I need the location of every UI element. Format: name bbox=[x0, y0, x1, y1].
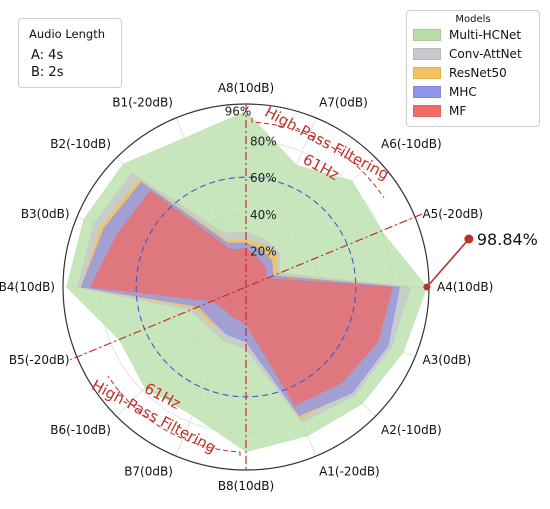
peak-value-label: 98.84% bbox=[477, 230, 538, 249]
overlay-layer: 98.84% bbox=[62, 103, 538, 471]
category-label-a6-10db: A6(-10dB) bbox=[381, 137, 442, 151]
category-label-b3-0db: B3(0dB) bbox=[21, 207, 70, 221]
legend-item-resnet50: ResNet50 bbox=[413, 63, 539, 82]
audio-length-title: Audio Length bbox=[29, 27, 106, 41]
hpf-top-bracket bbox=[251, 118, 385, 199]
category-label-b7-0db: B7(0dB) bbox=[124, 464, 173, 478]
category-label-b6-10db: B6(-10dB) bbox=[50, 423, 111, 437]
legend-swatch bbox=[413, 85, 441, 98]
legend-item-multi-hcnet: Multi-HCNet bbox=[413, 25, 539, 44]
category-label-a3-0db: A3(0dB) bbox=[422, 353, 471, 367]
legend-item-mf: MF bbox=[413, 101, 539, 120]
hpf-bottom-bracket bbox=[107, 375, 241, 456]
legend-label: Multi-HCNet bbox=[449, 27, 522, 42]
legend-title: Models bbox=[455, 14, 491, 25]
category-label-a7-0db: A7(0dB) bbox=[319, 96, 368, 110]
legend-label: Conv-AttNet bbox=[449, 46, 522, 61]
legend-swatch bbox=[413, 66, 441, 79]
legend-label: MHC bbox=[449, 84, 477, 99]
audio-length-box: Audio Length A: 4s B: 2s bbox=[18, 18, 122, 88]
category-label-a1-20db: A1(-20dB) bbox=[319, 464, 380, 478]
radial-tick-label: 40% bbox=[250, 208, 277, 222]
category-label-a2-10db: A2(-10dB) bbox=[381, 423, 442, 437]
radial-tick-label: 96% bbox=[225, 104, 252, 118]
category-label-b2-10db: B2(-10dB) bbox=[50, 137, 111, 151]
legend-label: ResNet50 bbox=[449, 65, 507, 80]
peak-point bbox=[423, 283, 431, 291]
category-label-a5-20db: A5(-20dB) bbox=[422, 207, 483, 221]
category-label-b5-20db: B5(-20dB) bbox=[9, 353, 70, 367]
legend: Models Multi-HCNet Conv-AttNet ResNet50 … bbox=[406, 10, 540, 127]
legend-swatch bbox=[413, 28, 441, 41]
legend-label: MF bbox=[449, 103, 467, 118]
radial-tick-label: 20% bbox=[250, 244, 277, 258]
peak-marker-dot bbox=[464, 234, 474, 244]
audio-length-a: A: 4s bbox=[31, 48, 64, 63]
radial-tick-label: 60% bbox=[250, 171, 277, 185]
peak-pointer-line bbox=[426, 238, 470, 288]
legend-item-conv-attnet: Conv-AttNet bbox=[413, 44, 539, 63]
legend-swatch bbox=[413, 104, 441, 117]
radial-tick-label: 80% bbox=[250, 135, 277, 149]
category-label-a8-10db: A8(10dB) bbox=[218, 81, 274, 95]
audio-length-b: B: 2s bbox=[31, 65, 64, 80]
category-label-b1-20db: B1(-20dB) bbox=[112, 96, 173, 110]
legend-swatch bbox=[413, 47, 441, 60]
category-label-b8-10db: B8(10dB) bbox=[218, 479, 274, 493]
category-label-a4-10db: A4(10dB) bbox=[437, 280, 493, 294]
legend-item-mhc: MHC bbox=[413, 82, 539, 101]
category-label-b4-10db: B4(10dB) bbox=[0, 280, 55, 294]
